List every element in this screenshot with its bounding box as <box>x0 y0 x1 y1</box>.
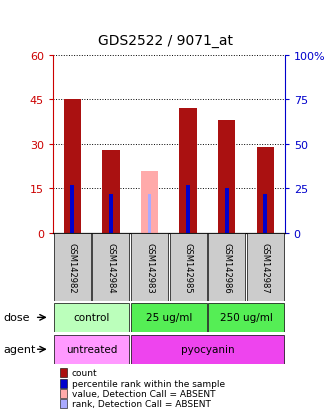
Bar <box>218 121 235 233</box>
Text: GSM142987: GSM142987 <box>261 242 270 293</box>
Bar <box>225 189 229 233</box>
Bar <box>92 233 129 301</box>
Bar <box>208 303 284 332</box>
Bar <box>148 195 151 233</box>
Text: agent: agent <box>3 344 36 354</box>
Text: control: control <box>73 313 110 323</box>
Bar <box>179 109 197 233</box>
Text: untreated: untreated <box>66 344 117 354</box>
Bar <box>64 100 81 233</box>
Text: 25 ug/ml: 25 ug/ml <box>146 313 192 323</box>
Text: GSM142983: GSM142983 <box>145 242 154 293</box>
Text: pyocyanin: pyocyanin <box>181 344 234 354</box>
Bar <box>208 233 245 301</box>
Text: rank, Detection Call = ABSENT: rank, Detection Call = ABSENT <box>72 399 211 408</box>
Bar <box>109 195 113 233</box>
Bar <box>186 186 190 233</box>
Bar <box>131 303 207 332</box>
Bar <box>131 335 284 364</box>
Text: dose: dose <box>3 313 30 323</box>
Bar <box>257 147 274 233</box>
Text: value, Detection Call = ABSENT: value, Detection Call = ABSENT <box>72 389 215 398</box>
Bar <box>102 150 119 233</box>
Bar <box>54 303 129 332</box>
Text: GSM142985: GSM142985 <box>184 242 193 293</box>
Bar <box>70 186 74 233</box>
Text: percentile rank within the sample: percentile rank within the sample <box>72 379 225 388</box>
Text: GSM142986: GSM142986 <box>222 242 231 293</box>
Bar <box>131 233 168 301</box>
Bar <box>247 233 284 301</box>
Text: GDS2522 / 9071_at: GDS2522 / 9071_at <box>98 33 233 47</box>
Bar <box>141 171 158 233</box>
Bar <box>263 195 267 233</box>
Text: 250 ug/ml: 250 ug/ml <box>219 313 272 323</box>
Bar <box>54 335 129 364</box>
Text: GSM142984: GSM142984 <box>106 242 116 293</box>
Text: GSM142982: GSM142982 <box>68 242 77 293</box>
Text: count: count <box>72 368 97 377</box>
Bar <box>54 233 91 301</box>
Bar <box>169 233 207 301</box>
